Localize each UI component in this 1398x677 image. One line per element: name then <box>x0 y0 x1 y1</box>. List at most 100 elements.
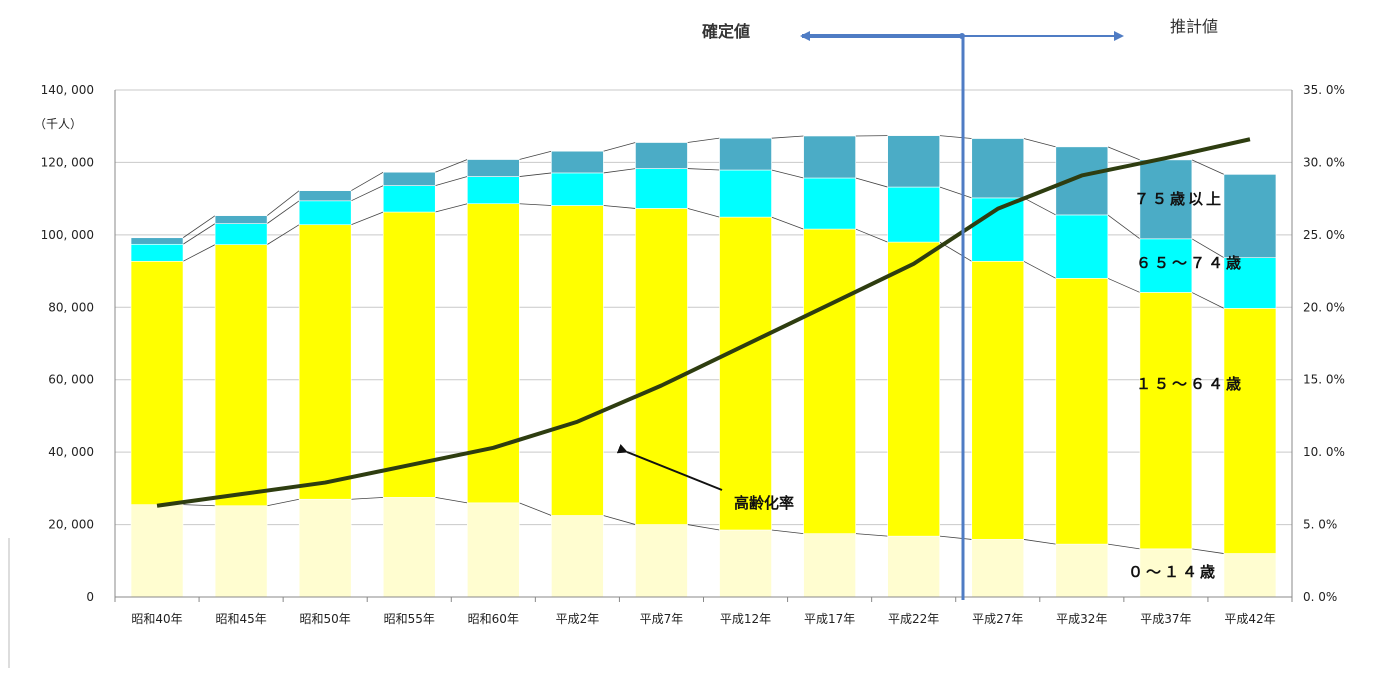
bar-segment <box>130 243 184 262</box>
x-tick-label: 昭和50年 <box>300 612 351 626</box>
segment-connector <box>182 215 216 239</box>
bar-segment <box>971 260 1025 540</box>
segment-connector <box>182 244 216 262</box>
y-right-tick-label: 5. 0% <box>1303 518 1337 532</box>
segment-connector <box>939 186 972 199</box>
segment-label-65-74: ６５～７４歳 <box>1136 254 1244 272</box>
segment-connector <box>519 203 552 206</box>
bar-segment <box>382 185 436 213</box>
segment-connector <box>435 176 468 186</box>
segment-connector <box>855 533 888 537</box>
bar-segment <box>971 539 1025 598</box>
aging-rate-annotation: 高齢化率 <box>734 494 794 512</box>
x-tick-label: 昭和45年 <box>215 612 266 626</box>
segment-connector <box>687 208 720 218</box>
bar-segment <box>1139 548 1193 598</box>
bar-segment <box>635 142 688 169</box>
y-left-tick-label: 40, 000 <box>48 445 94 459</box>
bar-segment <box>887 186 940 243</box>
segment-connector <box>351 185 384 202</box>
y-right-tick-label: 20. 0% <box>1303 300 1345 314</box>
y-right-tick-label: 0. 0% <box>1303 590 1337 604</box>
x-tick-label: 平成12年 <box>720 612 771 626</box>
segment-connector <box>603 168 636 174</box>
bar-segment <box>1223 308 1277 554</box>
segment-connector <box>1023 138 1056 148</box>
grid-lines <box>115 89 1292 526</box>
segment-label-0-14: ０～１４歳 <box>1128 563 1218 581</box>
bar-segment <box>382 211 436 498</box>
segment-connector <box>1023 260 1057 279</box>
segment-connector <box>687 524 720 531</box>
aging-rate-pointer <box>616 444 723 491</box>
segment-connector <box>603 515 636 525</box>
x-tick-label: 平成7年 <box>640 612 684 626</box>
bar-segment <box>467 159 520 177</box>
x-tick-label: 平成22年 <box>888 612 939 626</box>
segment-connector <box>1107 543 1140 550</box>
bar-segment <box>382 497 436 598</box>
bar-segment <box>551 172 604 206</box>
segment-label-75-plus: ７５歳以上 <box>1134 190 1224 208</box>
bar-segment <box>635 524 688 598</box>
bar-segment <box>719 216 772 531</box>
bar-segment <box>1139 292 1193 550</box>
segment-connector <box>771 135 804 139</box>
x-tick-label: 平成17年 <box>804 612 855 626</box>
stacked-bars <box>130 135 1277 598</box>
segment-connector <box>266 200 300 224</box>
bar-segment <box>1055 214 1109 279</box>
bar-segment <box>887 241 940 537</box>
segment-connector <box>519 150 552 160</box>
bar-segment <box>1055 278 1109 545</box>
segment-connector <box>1191 159 1225 175</box>
bar-segment <box>635 168 688 209</box>
segment-connector <box>1191 548 1225 554</box>
bar-segment <box>1139 159 1193 240</box>
bar-segment <box>635 208 688 525</box>
bar-segment <box>467 502 520 598</box>
bar-segment <box>298 190 352 202</box>
x-tick-label: 平成37年 <box>1140 612 1191 626</box>
segment-connector <box>603 205 636 209</box>
x-tick-label: 平成2年 <box>556 612 600 626</box>
bar-segment <box>298 498 352 598</box>
y-left-tick-label: 0 <box>86 590 94 604</box>
y-right-tick-label: 25. 0% <box>1303 228 1345 242</box>
x-tick-label: 昭和40年 <box>131 612 182 626</box>
bar-segment <box>551 205 604 516</box>
bar-segment <box>551 150 604 174</box>
bar-segment <box>130 504 184 598</box>
segment-connector <box>1107 277 1141 293</box>
bar-segment <box>1055 543 1109 598</box>
bar-segment <box>887 535 940 598</box>
segment-connector <box>1107 146 1141 161</box>
segment-connector <box>1191 238 1225 259</box>
segment-connector <box>687 168 720 171</box>
segment-connector <box>855 228 888 243</box>
segment-connector <box>435 203 468 213</box>
bar-segment <box>719 169 772 218</box>
segment-connector <box>939 135 972 139</box>
segment-connector <box>266 190 300 216</box>
y-right-tick-label: 10. 0% <box>1303 445 1345 459</box>
bar-segment <box>1139 238 1193 293</box>
segment-connector <box>771 216 804 230</box>
segment-connector <box>350 171 384 192</box>
segment-connector <box>1023 539 1056 545</box>
segment-connector-lines <box>182 135 1225 554</box>
segment-connector <box>182 223 216 245</box>
bar-segment <box>887 135 940 188</box>
bar-segment <box>214 223 268 245</box>
segment-connector <box>855 177 888 188</box>
segment-connector <box>771 529 804 535</box>
y-left-tick-label: 80, 000 <box>48 300 94 314</box>
aging-rate-line-group <box>156 137 1251 508</box>
bar-segment <box>803 533 856 598</box>
segment-connector <box>435 497 468 504</box>
bar-segment <box>298 224 352 500</box>
segment-connector <box>939 535 972 540</box>
segment-connector <box>1107 214 1141 240</box>
bar-segment <box>551 515 604 598</box>
